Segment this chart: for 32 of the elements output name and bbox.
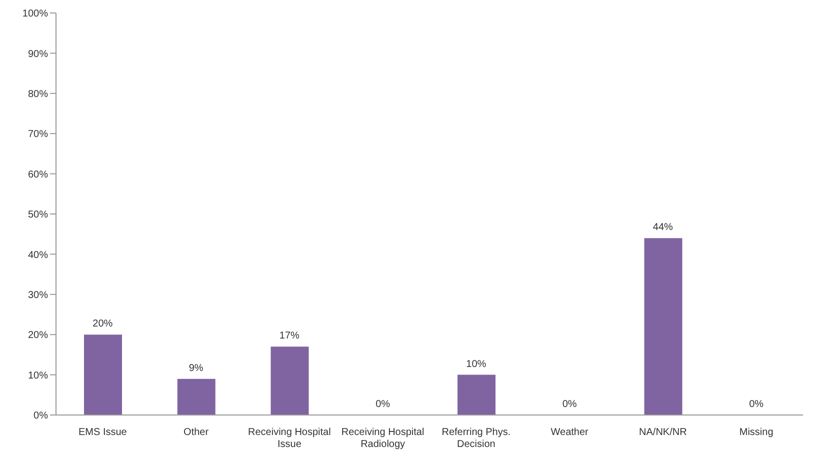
data-label: 17%	[279, 330, 300, 342]
x-tick-label: Receiving Hospital Issue	[248, 427, 331, 450]
data-label: 20%	[92, 318, 113, 330]
y-tick-label: 90%	[28, 48, 48, 60]
y-tick-label: 60%	[28, 169, 48, 180]
x-tick-label: Other	[184, 427, 210, 438]
bar	[644, 238, 682, 415]
y-tick-label: 30%	[28, 290, 48, 301]
x-tick-label: Missing	[739, 427, 774, 438]
bar	[84, 334, 122, 415]
bar	[177, 378, 216, 415]
x-tick-label: EMS Issue	[78, 427, 128, 438]
y-tick-label: 80%	[28, 88, 48, 100]
y-tick-label: 20%	[28, 330, 48, 342]
data-label: 44%	[652, 222, 674, 234]
y-tick-label: 70%	[28, 129, 48, 140]
y-tick-label: 40%	[28, 250, 48, 261]
x-tick-label: Receiving Hospital Radiology	[341, 427, 424, 450]
y-tick-label: 0%	[34, 410, 48, 422]
y-tick-label: 50%	[28, 210, 48, 221]
y-tick-label: 100%	[22, 8, 48, 20]
bar	[458, 374, 496, 415]
x-tick-label: Weather	[550, 427, 590, 438]
bar	[270, 346, 309, 415]
y-tick-label: 10%	[28, 370, 48, 382]
x-tick-label: Referring Phys. Decision	[442, 427, 511, 450]
data-label: 9%	[188, 362, 204, 374]
data-label: 0%	[749, 399, 764, 410]
x-tick-label: NA/NK/NR	[639, 427, 687, 438]
data-label: 10%	[466, 358, 486, 370]
data-label: 0%	[562, 399, 577, 410]
data-label: 0%	[376, 399, 390, 410]
